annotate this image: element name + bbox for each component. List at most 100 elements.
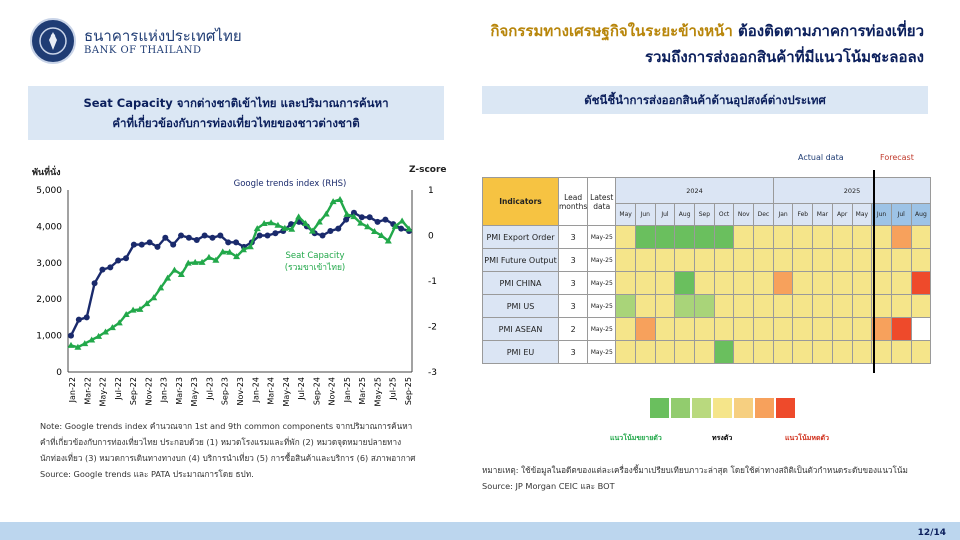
- heatmap-cell: [733, 248, 755, 272]
- google-trends-point: [178, 232, 185, 239]
- seat-capacity-point: [226, 248, 234, 255]
- month-header: Oct: [713, 203, 735, 226]
- y2-tick-label: 0: [428, 232, 434, 242]
- heatmap-cell: [910, 225, 932, 249]
- heatmap-cell: [733, 271, 755, 295]
- y2-tick-label: -2: [428, 323, 437, 333]
- bank-logo-block: ธนาคารแห่งประเทศไทย BANK OF THAILAND: [30, 18, 242, 64]
- legend-swatch: [776, 398, 795, 418]
- seat-capacity-point: [150, 294, 158, 301]
- heatmap-cell: [772, 340, 794, 364]
- heatmap-cell: [713, 225, 735, 249]
- seat-capacity-point: [177, 270, 185, 277]
- google-trends-point: [398, 225, 405, 232]
- y-tick-label: 1,000: [36, 332, 62, 342]
- latest-data-value: May-25: [587, 317, 617, 341]
- google-trends-point: [350, 209, 357, 216]
- month-header: Jul: [890, 203, 912, 226]
- heatmap-cell: [890, 225, 912, 249]
- heatmap-cell: [910, 294, 932, 318]
- heatmap-cell: [713, 294, 735, 318]
- heatmap-cell: [812, 294, 833, 318]
- y2-tick-label: -3: [428, 368, 437, 378]
- months-label: months: [559, 201, 588, 211]
- heatmap-cell: [654, 317, 676, 341]
- seat-capacity-point: [405, 225, 413, 232]
- heatmap-cell: [890, 294, 912, 318]
- right-panel-title: ดัชนีชี้นำการส่งออกสินค้าด้านอุปสงค์ต่าง…: [482, 86, 928, 114]
- legend-stable-label: ทรงตัว: [712, 434, 733, 442]
- heatmap-cell: [812, 340, 833, 364]
- right-note: หมายเหตุ: ใช้ข้อมูลในอดีตของแต่ละเครื่อง…: [482, 462, 942, 494]
- heatmap-cell: [831, 248, 853, 272]
- heatmap-cell: [674, 317, 695, 341]
- indicator-name: PMI US: [482, 294, 559, 318]
- google-trends-point: [382, 216, 389, 223]
- google-trends-point: [130, 241, 137, 248]
- legend-swatch: [734, 398, 753, 418]
- heatmap-cell: [772, 294, 794, 318]
- seat-capacity-point: [136, 305, 144, 312]
- seat-capacity-point: [322, 210, 330, 217]
- seat-capacity-point: [164, 274, 172, 281]
- seat-capacity-point: [67, 341, 75, 348]
- heatmap-cell: [792, 294, 814, 318]
- seat-capacity-point: [239, 246, 247, 253]
- google-trends-point: [68, 332, 74, 339]
- year-2024-header: 2024: [615, 177, 774, 204]
- heatmap-row: PMI US 3 May-25: [482, 294, 932, 318]
- google-trends-point: [366, 214, 373, 221]
- heatmap-cell: [812, 317, 833, 341]
- bank-name-thai: ธนาคารแห่งประเทศไทย: [84, 26, 242, 45]
- x-tick-label: Jul-22: [114, 377, 123, 401]
- month-header: Mar: [812, 203, 833, 226]
- forecast-divider: [873, 170, 875, 373]
- y-tick-label: 3,000: [36, 259, 62, 269]
- seat-capacity-point: [336, 195, 344, 202]
- legend-contract-label: แนวโน้มหดตัว: [785, 434, 830, 442]
- google-trends-point: [123, 255, 130, 262]
- heatmap-row: PMI EU 3 May-25: [482, 340, 932, 364]
- seat-capacity-point: [205, 253, 213, 260]
- heatmap-cell: [753, 340, 774, 364]
- heatmap-cell: [831, 225, 853, 249]
- latest-data-value: May-25: [587, 271, 617, 295]
- x-tick-label: Sep-25: [404, 377, 413, 405]
- heatmap-cell: [733, 294, 755, 318]
- heatmap-row: PMI Future Output 3 May-25: [482, 248, 932, 272]
- heatmap-cell: [674, 225, 695, 249]
- heatmap-cell: [792, 271, 814, 295]
- latest-data-value: May-25: [587, 248, 617, 272]
- google-trends-point: [225, 239, 232, 246]
- note-line-3: นักท่องเที่ยว (3) หมวดการเดินทางทางบก (4…: [40, 453, 416, 463]
- x-tick-label: Nov-24: [328, 377, 337, 405]
- x-tick-label: Jul-23: [205, 377, 214, 401]
- seat-capacity-point: [101, 328, 109, 335]
- export-indicator-heatmap: Indicators Lead months Latest data 2024 …: [482, 177, 932, 364]
- google-trends-point: [256, 232, 263, 239]
- seat-capacity-point: [288, 225, 296, 232]
- x-tick-label: May-25: [373, 377, 382, 406]
- heatmap-cell: [812, 271, 833, 295]
- x-tick-label: Jul-25: [389, 377, 398, 401]
- heatmap-cell: [772, 225, 794, 249]
- heatmap-cell: [694, 225, 715, 249]
- actual-data-label: Actual data: [798, 153, 844, 162]
- heatmap-cell: [772, 248, 794, 272]
- google-trends-point: [272, 230, 279, 237]
- heatmap-cell: [654, 340, 676, 364]
- heatmap-cell: [694, 340, 715, 364]
- heatmap-cell: [634, 271, 656, 295]
- headline-part-a: กิจกรรมทางเศรษฐกิจในระยะข้างหน้า: [490, 22, 733, 40]
- indicator-name: PMI ASEAN: [482, 317, 559, 341]
- note-line-4: Source: Google trends และ PATA ประมาณการ…: [40, 469, 254, 479]
- seat-capacity-point: [184, 259, 192, 266]
- heatmap-cell: [733, 225, 755, 249]
- google-trends-point: [99, 266, 106, 273]
- x-tick-label: Mar-24: [267, 377, 276, 405]
- seat-capacity-point: [81, 340, 89, 347]
- seat-capacity-point: [115, 319, 123, 326]
- heatmap-cell: [753, 271, 774, 295]
- heatmap-cell: [654, 271, 676, 295]
- x-tick-label: Mar-23: [175, 377, 184, 405]
